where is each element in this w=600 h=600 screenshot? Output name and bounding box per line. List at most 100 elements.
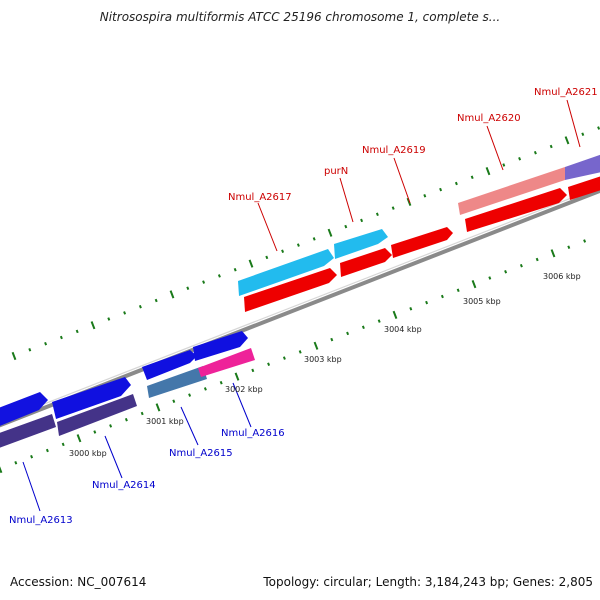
major-tick [76, 434, 82, 443]
major-tick [564, 136, 570, 145]
gene-label-nmul-a2619[interactable]: Nmul_A2619 [362, 145, 426, 156]
minor-tick [30, 454, 34, 459]
gene-nmul-a2615-region[interactable] [147, 366, 207, 398]
accession-text: Accession: NC_007614 [10, 575, 147, 589]
minor-tick [330, 337, 334, 342]
tick-marks [0, 126, 600, 474]
major-tick [550, 249, 556, 258]
major-tick [406, 197, 412, 206]
minor-tick [375, 212, 379, 217]
minor-tick [583, 239, 587, 243]
minor-tick [296, 243, 300, 247]
minor-tick [282, 356, 286, 360]
scale-label: 3001 kbp [146, 417, 184, 426]
minor-tick [281, 249, 285, 253]
minor-tick [14, 461, 18, 465]
gene-label-nmul-a2615[interactable]: Nmul_A2615 [169, 448, 233, 459]
scale-label: 3005 kbp [463, 297, 501, 306]
gene-nmul-a2621-region[interactable] [568, 170, 600, 200]
major-tick [313, 341, 319, 350]
gene-nmul-a2620-cds[interactable] [458, 167, 565, 215]
minor-tick [346, 331, 350, 336]
major-tick [155, 403, 161, 412]
gene-nmul-a2613-region[interactable] [0, 414, 56, 455]
scale-label: 3004 kbp [384, 325, 422, 334]
major-tick [485, 167, 491, 176]
minor-tick [186, 286, 190, 290]
minor-tick [123, 311, 127, 315]
gene-nmul-a2613-cds[interactable] [0, 392, 48, 434]
major-tick [90, 321, 96, 330]
minor-tick [124, 417, 128, 422]
minor-tick [59, 335, 63, 340]
gene-label-nmul-a2616[interactable]: Nmul_A2616 [221, 428, 285, 439]
minor-tick [61, 442, 65, 447]
scale-label: 3006 kbp [543, 272, 581, 281]
minor-tick [188, 393, 192, 397]
minor-tick [251, 368, 255, 373]
gene-purn-cds[interactable] [334, 229, 388, 259]
major-tick [169, 290, 175, 299]
minor-tick [219, 380, 223, 385]
minor-tick [391, 206, 395, 210]
minor-tick [172, 399, 176, 403]
gene-purn-region[interactable] [340, 248, 392, 277]
minor-tick [217, 274, 221, 278]
gene-nmul-a2615-cds[interactable] [142, 350, 197, 380]
minor-tick [140, 411, 144, 416]
gene-track-outer [0, 148, 600, 434]
gene-nmul-a2616-cds[interactable] [193, 331, 248, 361]
major-tick [0, 464, 3, 474]
gene-nmul-a2617-cds[interactable] [238, 249, 334, 296]
minor-tick [154, 298, 158, 303]
minor-tick [581, 132, 585, 136]
minor-tick [75, 329, 79, 334]
minor-tick [267, 362, 271, 366]
minor-tick [45, 448, 49, 453]
gene-label-nmul-a2613[interactable]: Nmul_A2613 [9, 515, 73, 526]
minor-tick [533, 150, 537, 155]
minor-tick [567, 245, 571, 249]
minor-tick [28, 348, 32, 352]
minor-tick [109, 424, 113, 428]
gene-nmul-a2616-region[interactable] [198, 348, 255, 377]
minor-tick [409, 307, 413, 311]
minor-tick [202, 280, 206, 284]
gene-label-purn[interactable]: purN [324, 166, 348, 177]
gene-nmul-a2614-region[interactable] [57, 394, 137, 436]
minor-tick [344, 224, 348, 229]
scale-label: 3000 kbp [69, 449, 107, 458]
minor-tick [549, 144, 553, 149]
gene-label-nmul-a2621[interactable]: Nmul_A2621 [534, 87, 598, 98]
minor-tick [519, 263, 523, 268]
gene-nmul-a2619-region[interactable] [391, 227, 453, 258]
gene-label-nmul-a2617[interactable]: Nmul_A2617 [228, 192, 292, 203]
topology-summary: Topology: circular; Length: 3,184,243 bp… [263, 575, 593, 589]
gene-nmul-a2621-cds[interactable] [565, 148, 600, 180]
minor-tick [535, 257, 539, 262]
gene-nmul-a2617-region[interactable] [244, 268, 337, 312]
minor-tick [456, 288, 460, 293]
major-tick [392, 310, 398, 319]
minor-tick [502, 163, 506, 167]
gene-nmul-a2614-cds[interactable] [52, 377, 131, 419]
top-gene-labels: Nmul_A2617 purN Nmul_A2619 Nmul_A2620 Nm… [228, 87, 598, 203]
gene-nmul-a2620-region[interactable] [465, 188, 567, 232]
bottom-gene-labels: Nmul_A2613 Nmul_A2614 Nmul_A2615 Nmul_A2… [9, 428, 285, 526]
minor-tick [597, 126, 600, 130]
scale-label: 3003 kbp [304, 355, 342, 364]
scale-label: 3002 kbp [225, 385, 263, 394]
minor-tick [312, 237, 316, 241]
major-tick [248, 259, 254, 268]
gene-label-nmul-a2614[interactable]: Nmul_A2614 [92, 480, 156, 491]
minor-tick [423, 194, 427, 198]
minor-tick [518, 157, 522, 161]
minor-tick [454, 181, 458, 186]
major-tick [234, 372, 240, 381]
minor-tick [377, 319, 381, 323]
minor-tick [107, 317, 111, 321]
gene-label-nmul-a2620[interactable]: Nmul_A2620 [457, 113, 521, 124]
minor-tick [488, 276, 492, 280]
major-tick [327, 228, 333, 237]
